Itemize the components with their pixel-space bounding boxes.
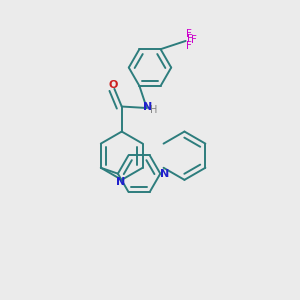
Text: N: N	[160, 169, 169, 179]
Text: F: F	[186, 41, 192, 51]
Text: N: N	[116, 177, 125, 187]
Text: F: F	[187, 34, 193, 44]
Text: F: F	[191, 35, 197, 45]
Text: O: O	[109, 80, 118, 90]
Text: H: H	[150, 105, 158, 116]
Text: N: N	[143, 102, 152, 112]
Text: F: F	[186, 29, 192, 40]
